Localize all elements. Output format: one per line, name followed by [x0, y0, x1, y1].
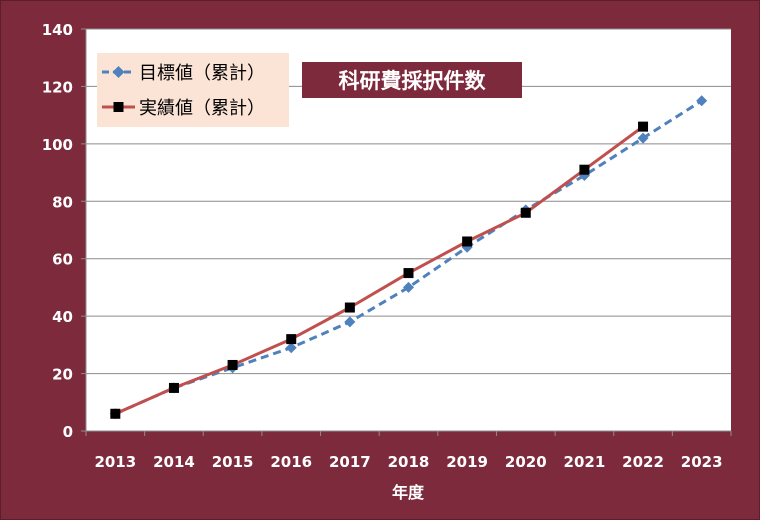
- x-tick-label-2020: 2020: [505, 453, 547, 471]
- x-tick-label-2015: 2015: [212, 453, 254, 471]
- y-axis: 0 20 40 60 80 100 120 140: [42, 21, 87, 441]
- x-tick-label-2018: 2018: [388, 453, 430, 471]
- legend-marker-target: [112, 66, 125, 78]
- point-target-2023: [696, 95, 708, 107]
- x-axis: 2013 2014 2015 2016 2017 2018 2019 2020 2021 2022…: [85, 430, 732, 471]
- legend-item-actual: 実績値（累計）: [102, 98, 265, 119]
- x-tick-label-2022: 2022: [622, 453, 664, 471]
- legend-label-actual: 実績値（累計）: [139, 98, 265, 119]
- point-target-2017: [344, 316, 356, 328]
- legend-marker-actual: [113, 102, 124, 112]
- y-tick-label-5: 100: [42, 136, 73, 154]
- x-tick-label-2023: 2023: [681, 453, 723, 471]
- y-tick-label-6: 120: [42, 78, 73, 96]
- point-actual-2020: [520, 207, 531, 218]
- point-target-2018: [403, 281, 414, 293]
- x-tick-label-2017: 2017: [329, 453, 371, 471]
- legend-item-target: 目標値（累計）: [102, 63, 265, 84]
- point-actual-2015: [227, 359, 238, 370]
- point-target-2016: [285, 342, 297, 354]
- x-tick-label-2019: 2019: [446, 453, 488, 471]
- point-actual-2014: [168, 382, 179, 393]
- x-tick-label-2014: 2014: [153, 453, 195, 471]
- chart-title-box: 科研費採択件数: [302, 62, 522, 98]
- point-actual-2019: [462, 236, 473, 247]
- legend-background: [97, 53, 289, 127]
- chart-title-background: [302, 62, 522, 98]
- point-actual-2018: [403, 268, 414, 279]
- y-tick-label-7: 140: [42, 21, 73, 39]
- x-axis-title: 年度: [392, 483, 425, 502]
- series-layer: [109, 95, 708, 420]
- series-line-target: [114, 99, 703, 416]
- point-actual-2013: [110, 408, 121, 419]
- x-tick-label-2013: 2013: [94, 453, 136, 471]
- point-target-2022: [637, 132, 649, 144]
- legend-label-target: 目標値（累計）: [139, 63, 265, 84]
- point-actual-2017: [344, 302, 355, 313]
- point-actual-2021: [579, 164, 590, 175]
- y-tick-label-4: 80: [52, 193, 73, 211]
- x-tick-label-2016: 2016: [270, 453, 312, 471]
- y-tick-label-0: 0: [63, 423, 73, 441]
- x-tick-label-2021: 2021: [564, 453, 606, 471]
- legend: 目標値（累計） 実績値（累計）: [97, 53, 289, 127]
- chart-title: 科研費採択件数: [339, 69, 487, 93]
- point-actual-2016: [286, 334, 297, 345]
- y-tick-label-2: 40: [52, 308, 73, 326]
- point-actual-2022: [638, 121, 649, 132]
- y-tick-label-1: 20: [52, 366, 73, 384]
- series-line-actual: [114, 125, 644, 416]
- y-tick-label-3: 60: [52, 251, 73, 269]
